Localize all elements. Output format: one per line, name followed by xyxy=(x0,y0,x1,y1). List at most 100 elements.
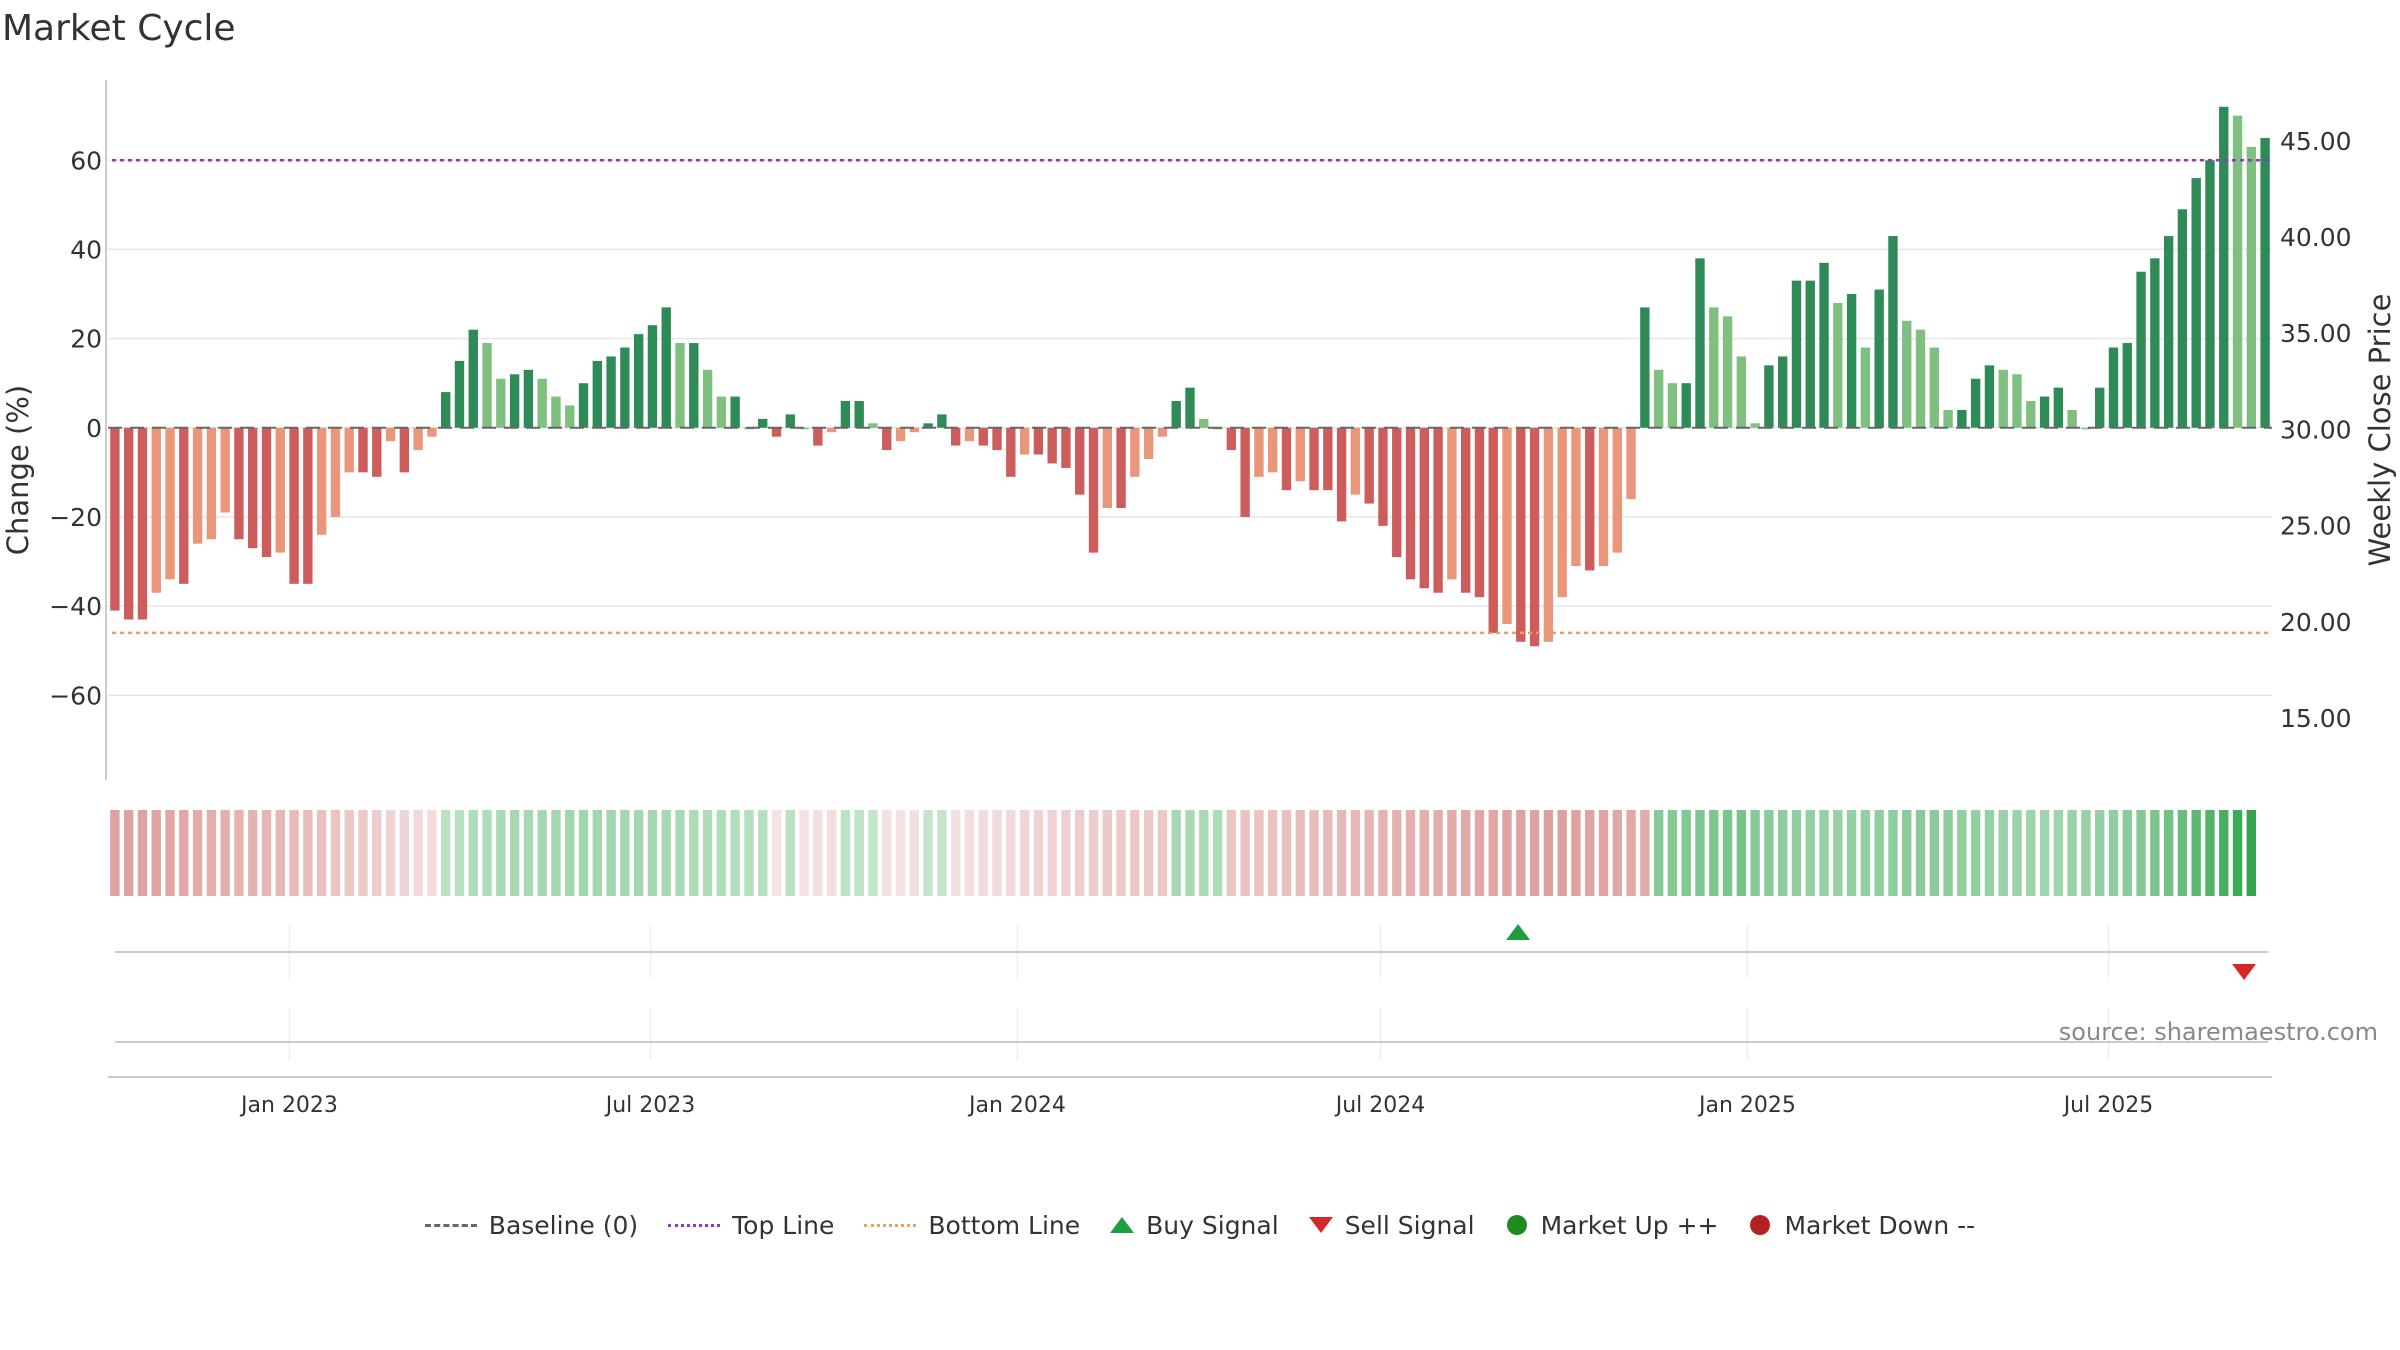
strength-cell xyxy=(165,810,175,896)
change-bar xyxy=(1571,427,1581,566)
legend-label: Top Line xyxy=(732,1210,835,1240)
strength-cell xyxy=(1254,810,1264,896)
x-tick-label: Jan 2023 xyxy=(239,1093,338,1118)
change-bar xyxy=(1405,427,1416,580)
strength-cell xyxy=(509,810,520,896)
change-bar xyxy=(620,347,630,428)
strength-cell xyxy=(1529,810,1540,896)
change-bar xyxy=(1736,356,1747,428)
strength-cell xyxy=(578,810,589,896)
change-bar xyxy=(1364,427,1374,504)
legend-marker-swatch xyxy=(1748,1213,1772,1237)
change-bar xyxy=(344,427,354,473)
change-bar xyxy=(1778,356,1788,428)
strength-cell xyxy=(2246,810,2257,896)
strength-cell xyxy=(1281,810,1292,896)
strength-cell xyxy=(1626,810,1636,896)
change-bar xyxy=(1447,427,1457,580)
legend-label: Buy Signal xyxy=(1146,1210,1279,1240)
strength-cell xyxy=(1323,810,1333,896)
change-bar xyxy=(1874,289,1884,428)
change-bar xyxy=(2205,160,2215,428)
y-tick-label: −60 xyxy=(49,681,102,710)
strength-cell xyxy=(151,810,161,896)
strength-cell xyxy=(702,810,713,896)
strength-cell xyxy=(1102,810,1112,896)
strength-cell xyxy=(964,810,975,896)
axes: 60 40 20 0 −20 −40 −60 45.00 40.00 35.00 30.00 25.0… xyxy=(49,80,2352,780)
change-bar xyxy=(2177,209,2188,428)
strength-cell xyxy=(537,810,547,896)
strength-cell xyxy=(123,810,134,896)
strength-cell xyxy=(1309,810,1319,896)
strength-cell xyxy=(261,810,272,896)
strength-cell xyxy=(2108,810,2119,896)
strength-cell xyxy=(813,810,823,896)
strength-cell xyxy=(1460,810,1471,896)
change-bar xyxy=(1116,427,1126,509)
change-bar xyxy=(2067,409,2077,428)
legend-marker-swatch xyxy=(1110,1213,1135,1237)
y2-tick-label: 35.00 xyxy=(2280,319,2352,348)
change-bar xyxy=(372,427,382,477)
legend-item: Top Line xyxy=(668,1211,834,1240)
strength-cell xyxy=(1970,810,1981,896)
strength-cell xyxy=(1185,810,1195,896)
y2-tick-label: 15.00 xyxy=(2280,704,2352,733)
change-bar xyxy=(1033,427,1044,455)
y2-tick-label: 40.00 xyxy=(2280,223,2352,252)
strength-cell xyxy=(220,810,230,896)
change-bar xyxy=(441,392,451,428)
change-bar xyxy=(399,427,410,473)
strength-cell xyxy=(992,810,1002,896)
triangle-down-icon xyxy=(1308,1217,1333,1233)
change-bar xyxy=(220,427,230,513)
change-bar xyxy=(1047,427,1057,464)
change-bar xyxy=(675,343,685,428)
legend-label: Market Up ++ xyxy=(1540,1210,1719,1240)
strength-cell xyxy=(716,810,727,896)
change-bar xyxy=(1585,427,1595,571)
signal-panel xyxy=(115,924,2268,1060)
change-bar xyxy=(1309,427,1319,491)
strength-cell xyxy=(1722,810,1733,896)
strength-cell xyxy=(1778,810,1788,896)
y2-tick-label: 20.00 xyxy=(2280,608,2352,637)
change-bar xyxy=(1915,329,1926,428)
strength-cell xyxy=(1006,810,1016,896)
change-bar xyxy=(289,427,299,584)
change-bar xyxy=(316,427,327,535)
strength-cell xyxy=(1598,810,1609,896)
strength-cell xyxy=(771,810,782,896)
strength-cell xyxy=(1557,810,1567,896)
change-bar xyxy=(496,378,506,428)
strength-cell xyxy=(1888,810,1898,896)
change-bar xyxy=(1653,369,1664,428)
x-tick-label: Jul 2025 xyxy=(2062,1093,2154,1118)
y2-tick-label: 45.00 xyxy=(2280,127,2352,156)
strength-cell xyxy=(1171,810,1181,896)
change-bar xyxy=(826,427,837,433)
change-bar xyxy=(2219,106,2229,428)
change-bar xyxy=(1199,418,1209,428)
change-bar xyxy=(1392,427,1402,558)
strength-cell xyxy=(1874,810,1884,896)
strength-cell xyxy=(937,810,947,896)
change-bar xyxy=(2081,427,2091,430)
change-bar xyxy=(813,427,823,446)
legend-item: Baseline (0) xyxy=(424,1211,638,1240)
change-bar xyxy=(358,427,368,473)
y-tick-label: 0 xyxy=(86,414,102,443)
change-bar xyxy=(1902,320,1912,428)
strength-cell xyxy=(606,810,616,896)
y2-tick-label: 25.00 xyxy=(2280,512,2352,541)
change-bar xyxy=(1460,427,1471,593)
strength-cell xyxy=(661,810,671,896)
change-bar xyxy=(937,414,947,428)
strength-cell xyxy=(1612,810,1622,896)
strength-cell xyxy=(620,810,630,896)
change-bar xyxy=(2191,178,2201,428)
strength-cell xyxy=(1199,810,1209,896)
change-bar xyxy=(248,427,258,549)
change-bar xyxy=(2122,343,2132,428)
